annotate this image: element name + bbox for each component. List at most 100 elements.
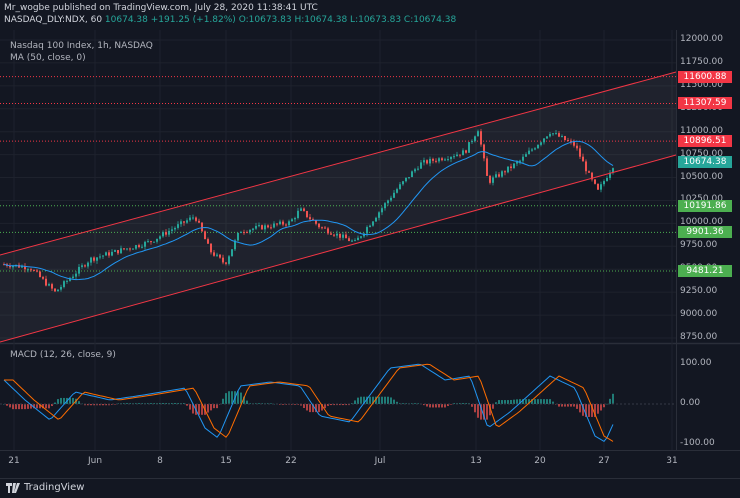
price-tick-label: 10750.00 [680,148,723,159]
candle-body [123,248,125,250]
macd-histogram-bar [48,404,50,409]
macd-histogram-bar [444,404,446,408]
candle-body [228,256,230,264]
main-legend: Nasdaq 100 Index, 1h, NASDAQ MA (50, clo… [10,40,153,64]
candle-body [597,183,599,190]
macd-histogram-bar [312,404,314,413]
grid-lines [0,30,676,450]
macd-histogram-bar [441,404,443,408]
macd-histogram-bar [105,404,107,406]
time-tick-label: 21 [8,456,20,466]
candle-body [69,278,71,281]
price-tick-label: 8750.00 [680,332,718,342]
candle-body [126,248,128,250]
time-tick-label: 22 [285,456,297,466]
candle-body [48,284,50,286]
candle-body [36,270,38,272]
macd-histogram-bar [489,404,491,416]
macd-histogram-bar [435,404,437,408]
candle-body [528,150,530,155]
candle-body [246,232,248,234]
macd-histogram [3,391,614,420]
candle-body [225,262,227,264]
macd-histogram-bar [579,404,581,413]
candle-body [180,221,182,225]
macd-histogram-bar [6,404,8,406]
candle-body [480,131,482,145]
candle-body [453,156,455,158]
macd-histogram-bar [231,391,233,404]
candle-body [561,136,563,138]
macd-histogram-bar [528,399,530,404]
macd-histogram-bar [483,404,485,420]
macd-histogram-bar [84,404,86,406]
candle-body [414,169,416,172]
brand-name[interactable]: TradingView [24,482,85,493]
macd-histogram-bar [174,403,176,404]
candle-body [519,160,521,162]
macd-histogram-bar [198,404,200,415]
candle-body [474,136,476,142]
macd-histogram-bar [534,399,536,404]
candle-body [573,141,575,146]
macd-histogram-bar [504,400,506,404]
macd-histogram-bar [246,400,248,404]
candle-body [477,131,479,137]
candle-body [297,210,299,219]
chart-canvas[interactable] [0,0,740,478]
candle-body [138,245,140,248]
candle-body [318,223,320,228]
channel-upper-line[interactable] [0,71,677,256]
macd-histogram-bar [357,397,359,404]
candle-body [201,222,203,232]
candle-body [90,257,92,263]
macd-histogram-bar [39,404,41,409]
macd-histogram-bar [570,404,572,407]
macd-legend[interactable]: MACD (12, 26, close, 9) [10,350,116,360]
symbol-name[interactable]: NASDAQ_DLY:NDX, 60 [4,15,103,25]
candle-body [63,281,65,287]
candle-body [546,136,548,139]
macd-histogram-bar [18,404,20,410]
macd-histogram-bar [36,404,38,409]
macd-line [3,363,614,443]
candle-body [144,241,146,247]
candle-body [558,133,560,137]
candle-body [543,138,545,143]
time-tick-label: Jul [374,456,386,466]
candle-body [567,140,569,142]
price-tick-label: 11750.00 [680,56,723,67]
macd-histogram-bar [324,404,326,409]
macd-histogram-bar [438,404,440,408]
ma-legend[interactable]: MA (50, close, 0) [10,53,86,63]
channel-lower-line[interactable] [0,154,677,343]
time-tick-label: 20 [534,456,546,466]
time-tick-label: Jun [87,456,103,466]
macd-histogram-bar [567,404,569,407]
macd-histogram-bar [423,404,425,406]
candle-body [408,177,410,179]
macd-panel[interactable] [0,345,676,450]
candle-body [522,156,524,161]
macd-histogram-bar [414,403,416,404]
price-tick-label: 11500.00 [680,79,723,90]
candle-body [372,221,374,226]
macd-histogram-bar [471,404,473,407]
candle-body [96,257,98,261]
macd-histogram-bar [309,404,311,413]
macd-histogram-bar [315,404,317,413]
macd-histogram-bar [585,404,587,417]
candle-body [495,174,497,178]
macd-histogram-bar [9,404,11,408]
candle-body [336,233,338,236]
candle-body [264,225,266,230]
candle-body [51,284,53,289]
candle-body [531,149,533,151]
candle-body [252,228,254,230]
candle-body [12,265,14,268]
macd-histogram-bar [609,398,611,404]
candle-body [117,250,119,254]
candle-body [84,265,86,267]
price-tick-label: 12000.00 [680,34,723,44]
level-label-0: 11600.88 [678,70,732,83]
